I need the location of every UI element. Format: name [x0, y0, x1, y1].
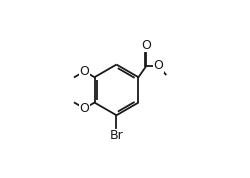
Text: Br: Br [110, 129, 123, 142]
Text: O: O [142, 39, 152, 52]
Text: O: O [80, 102, 89, 115]
Text: O: O [154, 59, 164, 72]
Text: O: O [80, 65, 89, 78]
